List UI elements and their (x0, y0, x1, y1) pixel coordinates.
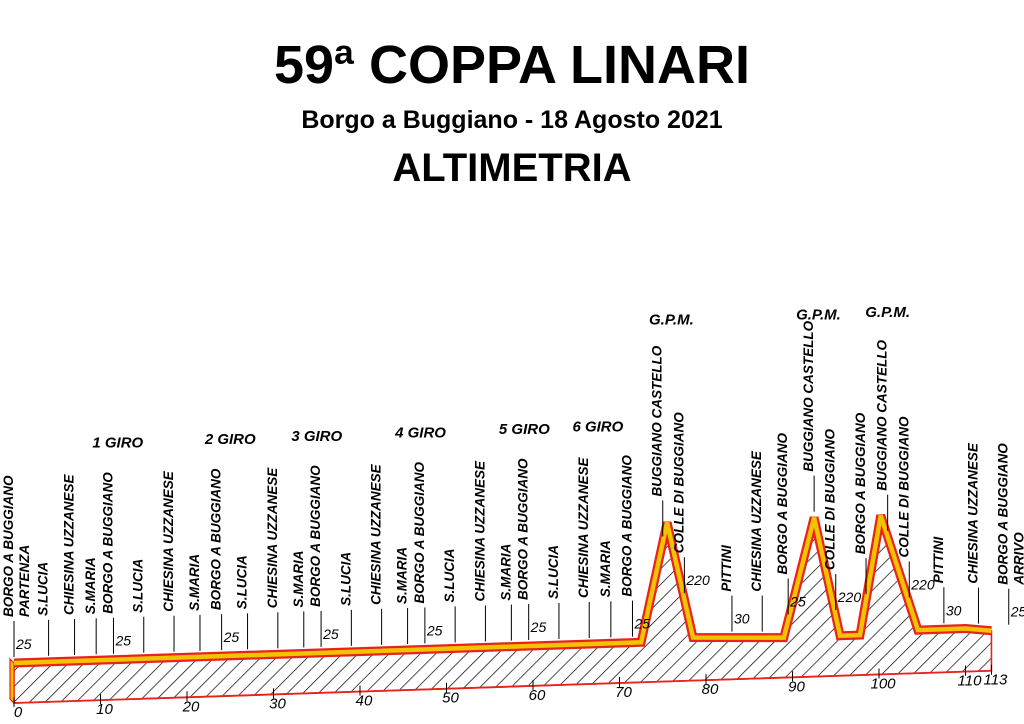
place-altitude-label: 25 (530, 619, 547, 635)
place-altitude-label: 25 (1010, 604, 1024, 620)
place-label: BUGGIANO CASTELLO (875, 340, 890, 491)
km-tick-label: 110 (958, 673, 983, 690)
place-label: S.MARIA (498, 544, 513, 601)
km-tick-label: 30 (269, 695, 286, 712)
place-label: PITTINI (931, 537, 946, 584)
place-label: S.MARIA (395, 547, 410, 604)
place-label: COLLE DI BUGGIANO (823, 429, 838, 570)
gpm-group: G.P.M. G.P.M. G.P.M. (649, 304, 910, 328)
gpm-label: G.P.M. (865, 304, 910, 321)
place-label: CHIESINA UZZANESE (62, 473, 77, 615)
km-tick-label: 80 (702, 681, 719, 698)
km-tick-label: 40 (356, 693, 373, 710)
place-label: S.LUCIA (546, 545, 561, 599)
place-label: BUGGIANO CASTELLO (801, 320, 816, 471)
road-surface (13, 514, 992, 666)
place-altitude-label: 220 (837, 589, 862, 605)
place-label: S.MARIA (291, 550, 306, 607)
road-group (9, 514, 992, 705)
lap-label: 2 GIRO (204, 431, 256, 448)
place-label: BORGO A BUGGIANO (619, 455, 634, 597)
place-altitude-label: 30 (734, 611, 750, 627)
km-tick-label: 90 (788, 678, 805, 695)
gpm-label: G.P.M. (796, 307, 841, 324)
place-label: S.MARIA (598, 540, 613, 597)
place-altitude-label: 30 (946, 602, 962, 618)
place-altitude-label: 25 (322, 626, 339, 642)
place-label: BORGO A BUGGIANO (1, 475, 16, 617)
place-altitude-label: 220 (685, 572, 710, 588)
km-tick-label: 50 (442, 690, 459, 707)
place-label: BORGO A BUGGIANO (853, 412, 868, 554)
lap-label: 3 GIRO (291, 428, 342, 445)
lap-label: 6 GIRO (572, 419, 623, 436)
lap-label: 4 GIRO (394, 425, 446, 442)
km-tick-label: 60 (529, 687, 546, 704)
altimetry-heading: ALTIMETRIA (392, 146, 632, 190)
place-altitude-label: 25 (223, 629, 240, 645)
place-label: S.MARIA (83, 557, 98, 614)
gpm-label: G.P.M. (649, 311, 694, 328)
profile-base-line (13, 669, 992, 704)
place-altitude-label: 25 (114, 633, 131, 649)
place-altitude-label: 25 (633, 616, 650, 632)
km-tick-label: 20 (182, 698, 200, 715)
place-label: COLLE DI BUGGIANO (671, 412, 686, 553)
place-label: CHIESINA UZZANESE (265, 467, 280, 609)
place-altitude-label: 25 (426, 622, 443, 638)
place-altitude-label: 25 (15, 636, 32, 652)
place-label: ARRIVO (1012, 532, 1024, 586)
km-tick-label: 70 (615, 684, 632, 701)
place-label: BORGO A BUGGIANO (775, 432, 790, 574)
place-label: CHIESINA UZZANESE (749, 450, 764, 592)
place-label: COLLE DI BUGGIANO (896, 416, 911, 557)
km-tick-label: 0 (14, 704, 23, 721)
place-label: S.MARIA (187, 554, 202, 611)
place-label: CHIESINA UZZANESE (161, 470, 176, 612)
place-label: S.LUCIA (36, 562, 51, 616)
place-label: S.LUCIA (338, 552, 353, 606)
place-label: BORGO A BUGGIANO (516, 458, 531, 600)
place-altitude-label: 25 (789, 593, 806, 609)
place-label: PITTINI (719, 545, 734, 592)
km-tick-label: 100 (870, 675, 896, 692)
race-subtitle: Borgo a Buggiano - 18 Agosto 2021 (301, 106, 723, 134)
place-label: BORGO A BUGGIANO (412, 461, 427, 603)
place-label: BORGO A BUGGIANO (209, 468, 224, 610)
place-label: S.LUCIA (442, 548, 457, 602)
place-label: BORGO A BUGGIANO (100, 472, 115, 614)
profile-start-face (9, 657, 15, 705)
km-axis-group: 0 10 20 30 40 50 60 70 80 90 100 110 113 (13, 664, 1008, 721)
laps-group: 1 GIRO 2 GIRO 3 GIRO 4 GIRO 5 GIRO 6 GIRO (92, 419, 623, 452)
km-tick-label: 113 (983, 672, 1008, 689)
place-label: BORGO A BUGGIANO (996, 443, 1011, 585)
km-tick-label: 10 (96, 701, 113, 718)
place-label: BORGO A BUGGIANO (308, 465, 323, 607)
place-label: BUGGIANO CASTELLO (650, 345, 665, 496)
place-label: S.LUCIA (235, 555, 250, 609)
lap-label: 1 GIRO (92, 435, 143, 452)
place-label: CHIESINA UZZANESE (576, 457, 591, 599)
race-title: 59ª COPPA LINARI (273, 35, 751, 95)
place-altitude-label: 220 (910, 576, 935, 592)
lap-label: 5 GIRO (499, 421, 550, 438)
place-label: PARTENZA (17, 545, 32, 617)
place-label: CHIESINA UZZANESE (965, 442, 980, 584)
place-label: CHIESINA UZZANESE (472, 460, 487, 602)
place-label: CHIESINA UZZANESE (369, 463, 384, 605)
place-label: S.LUCIA (131, 559, 146, 613)
